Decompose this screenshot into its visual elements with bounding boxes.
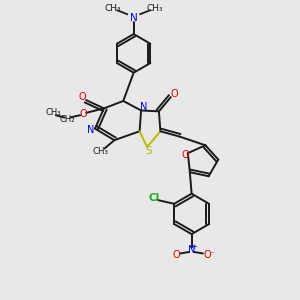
Text: N: N: [140, 103, 147, 112]
Text: CH₃: CH₃: [146, 4, 163, 13]
Text: N: N: [130, 13, 137, 23]
Text: O: O: [78, 92, 86, 102]
Text: CH₃: CH₃: [46, 108, 61, 117]
Text: O: O: [181, 151, 189, 160]
Text: O: O: [79, 109, 87, 119]
Text: S: S: [145, 146, 152, 156]
Text: O: O: [171, 89, 178, 99]
Text: +: +: [192, 244, 197, 250]
Text: N: N: [87, 125, 94, 135]
Text: O: O: [172, 250, 180, 260]
Text: CH₂: CH₂: [60, 115, 75, 124]
Text: O: O: [204, 250, 211, 260]
Text: Cl: Cl: [148, 193, 160, 203]
Text: CH₃: CH₃: [93, 147, 109, 156]
Text: ⁻: ⁻: [210, 249, 214, 258]
Text: CH₃: CH₃: [104, 4, 121, 13]
Text: ⁺: ⁺: [189, 247, 193, 253]
Text: N: N: [188, 245, 195, 256]
